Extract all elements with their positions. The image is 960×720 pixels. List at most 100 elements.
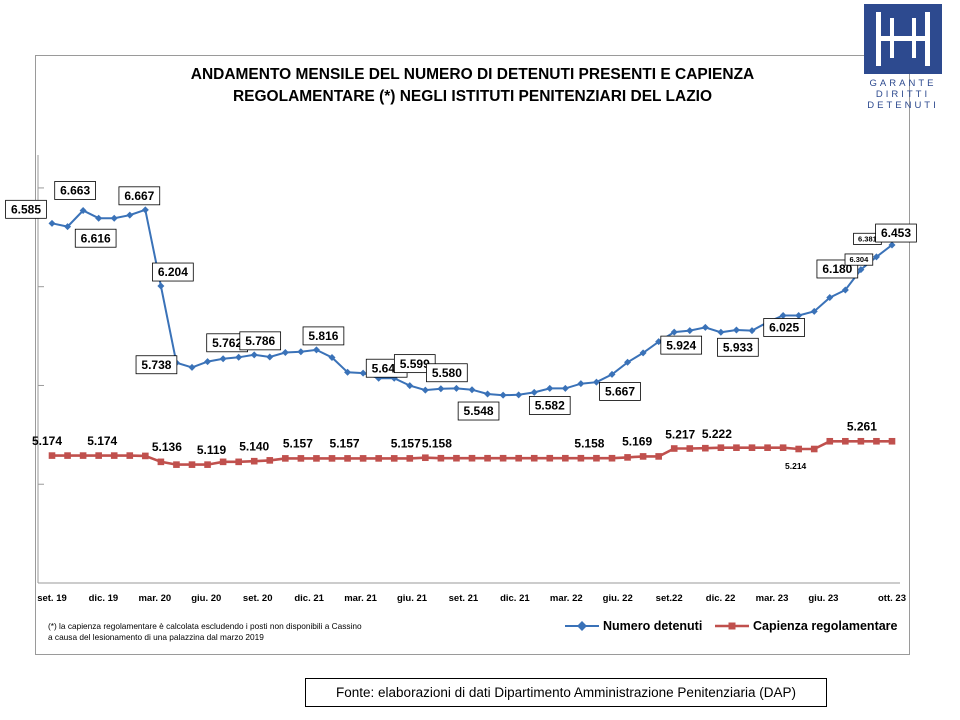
point-detenuti — [857, 266, 865, 274]
logo-text-2: DIRITTI — [875, 89, 931, 100]
logo-text-3: DETENUTI — [867, 100, 939, 111]
point-capienza — [748, 444, 756, 451]
data-label: 6.453 — [881, 226, 911, 240]
point-detenuti — [530, 388, 538, 396]
point-capienza — [359, 455, 367, 462]
data-label: 6.585 — [11, 203, 41, 217]
point-detenuti — [701, 323, 709, 331]
point-capienza — [810, 445, 818, 453]
point-capienza — [173, 461, 180, 468]
point-detenuti — [686, 327, 694, 335]
legend-item-capienza: Capienza regolamentare — [715, 619, 898, 633]
point-detenuti — [312, 346, 320, 354]
point-detenuti — [421, 386, 429, 394]
data-label-box — [426, 363, 468, 383]
point-capienza — [764, 444, 771, 451]
data-label: 5.158 — [574, 436, 604, 450]
point-detenuti — [468, 386, 476, 394]
x-tick-label: giu. 22 — [603, 593, 633, 604]
point-capienza — [717, 444, 725, 451]
x-tick-label: dic. 21 — [294, 593, 324, 604]
point-detenuti — [639, 349, 647, 357]
point-detenuti — [64, 223, 72, 231]
data-label: 5.214 — [785, 461, 807, 471]
point-detenuti — [406, 382, 414, 390]
point-capienza — [375, 455, 382, 462]
data-label: 6.663 — [60, 184, 90, 198]
point-detenuti — [328, 353, 336, 361]
data-label-box — [844, 253, 874, 266]
point-detenuti — [624, 358, 632, 366]
data-label: 5.580 — [432, 366, 462, 380]
x-tick-label: set. 20 — [243, 593, 273, 604]
data-label-box — [239, 331, 282, 351]
point-capienza — [468, 454, 476, 462]
point-detenuti — [748, 327, 756, 335]
point-capienza — [795, 445, 802, 453]
point-detenuti — [95, 214, 103, 222]
point-detenuti — [250, 351, 258, 359]
point-detenuti — [608, 370, 616, 378]
point-detenuti — [546, 384, 554, 392]
point-capienza — [390, 455, 398, 462]
legend-swatch-capienza — [715, 622, 749, 630]
point-detenuti — [437, 385, 445, 393]
x-tick-label: dic. 22 — [706, 593, 736, 604]
point-detenuti — [717, 328, 725, 336]
point-detenuti — [810, 307, 818, 315]
data-label: 5.816 — [308, 329, 338, 343]
point-detenuti — [826, 294, 834, 302]
logo-mark — [864, 4, 942, 74]
data-label: 5.548 — [464, 404, 494, 418]
point-capienza — [484, 454, 491, 462]
point-capienza — [313, 455, 320, 462]
x-tick-label: dic. 21 — [500, 593, 530, 604]
point-detenuti — [297, 348, 305, 356]
point-capienza — [453, 454, 460, 462]
point-detenuti — [281, 349, 289, 357]
x-tick-label: set. 19 — [37, 593, 67, 604]
point-detenuti — [888, 241, 896, 249]
data-label: 5.924 — [666, 338, 696, 352]
point-detenuti — [779, 312, 787, 319]
footnote: (*) la capienza regolamentare è calcolat… — [48, 621, 362, 642]
point-detenuti — [732, 326, 740, 334]
data-label: 5.933 — [723, 340, 753, 354]
data-label: 5.157 — [283, 437, 313, 451]
data-label: 5.222 — [702, 427, 732, 441]
logo: GARANTE DIRITTI DETENUTI — [862, 2, 944, 112]
point-capienza — [624, 454, 631, 461]
chart-title: ANDAMENTO MENSILE DEL NUMERO DI DETENUTI… — [190, 66, 755, 105]
point-capienza — [110, 452, 118, 459]
point-capienza — [344, 455, 351, 462]
x-tick-label: giu. 20 — [191, 593, 221, 604]
point-capienza — [126, 452, 134, 459]
data-label: 5.582 — [535, 399, 565, 413]
point-capienza — [499, 454, 507, 462]
x-tick-label: giu. 21 — [397, 593, 428, 604]
point-detenuti — [266, 353, 274, 361]
point-capienza — [702, 444, 709, 452]
point-capienza — [79, 452, 87, 459]
point-detenuti — [872, 253, 880, 261]
point-capienza — [562, 454, 569, 462]
point-detenuti — [48, 219, 56, 227]
data-label: 6.204 — [158, 265, 188, 279]
point-capienza — [64, 452, 71, 459]
point-capienza — [655, 453, 662, 460]
point-capienza — [219, 458, 227, 466]
data-label: 6.667 — [124, 189, 154, 203]
data-label: 5.786 — [245, 334, 275, 348]
point-capienza — [282, 455, 289, 462]
source-note: Fonte: elaborazioni di dati Dipartimento… — [305, 678, 827, 707]
point-detenuti — [235, 353, 243, 361]
data-label: 5.174 — [87, 434, 117, 448]
data-label-box — [74, 228, 117, 248]
series-markers — [48, 206, 896, 468]
point-capienza — [437, 454, 445, 462]
data-label: 5.762 — [212, 336, 242, 350]
data-label-box — [660, 335, 703, 355]
point-detenuti — [655, 338, 663, 346]
point-capienza — [157, 458, 165, 466]
